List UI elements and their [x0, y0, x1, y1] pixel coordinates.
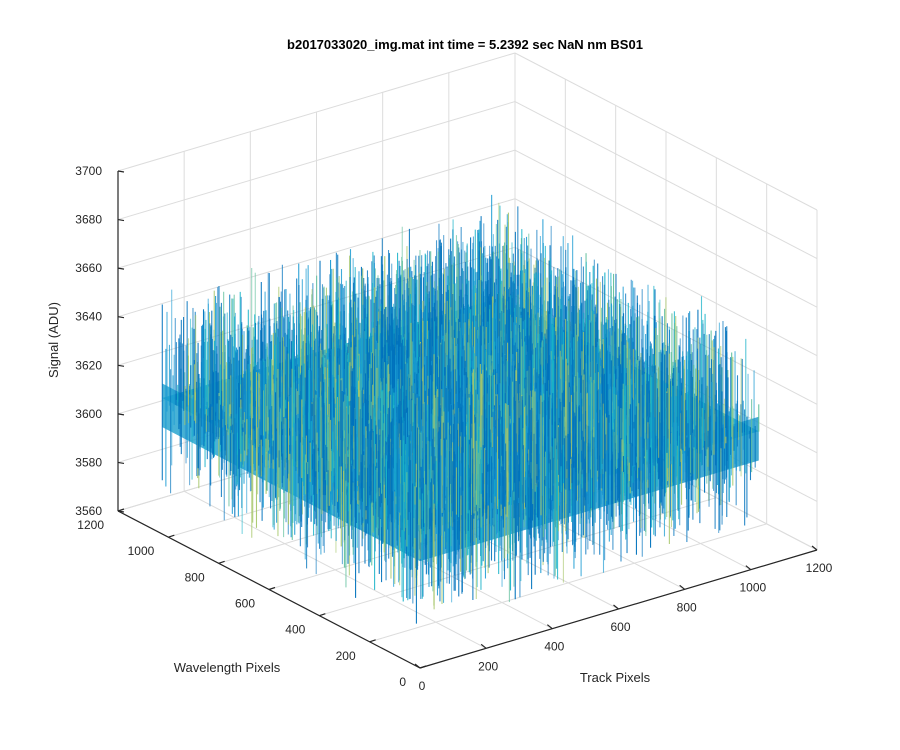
grid-line — [369, 523, 767, 643]
chart-title: b2017033020_img.mat int time = 5.2392 se… — [287, 37, 643, 52]
surface-plot — [161, 194, 760, 624]
